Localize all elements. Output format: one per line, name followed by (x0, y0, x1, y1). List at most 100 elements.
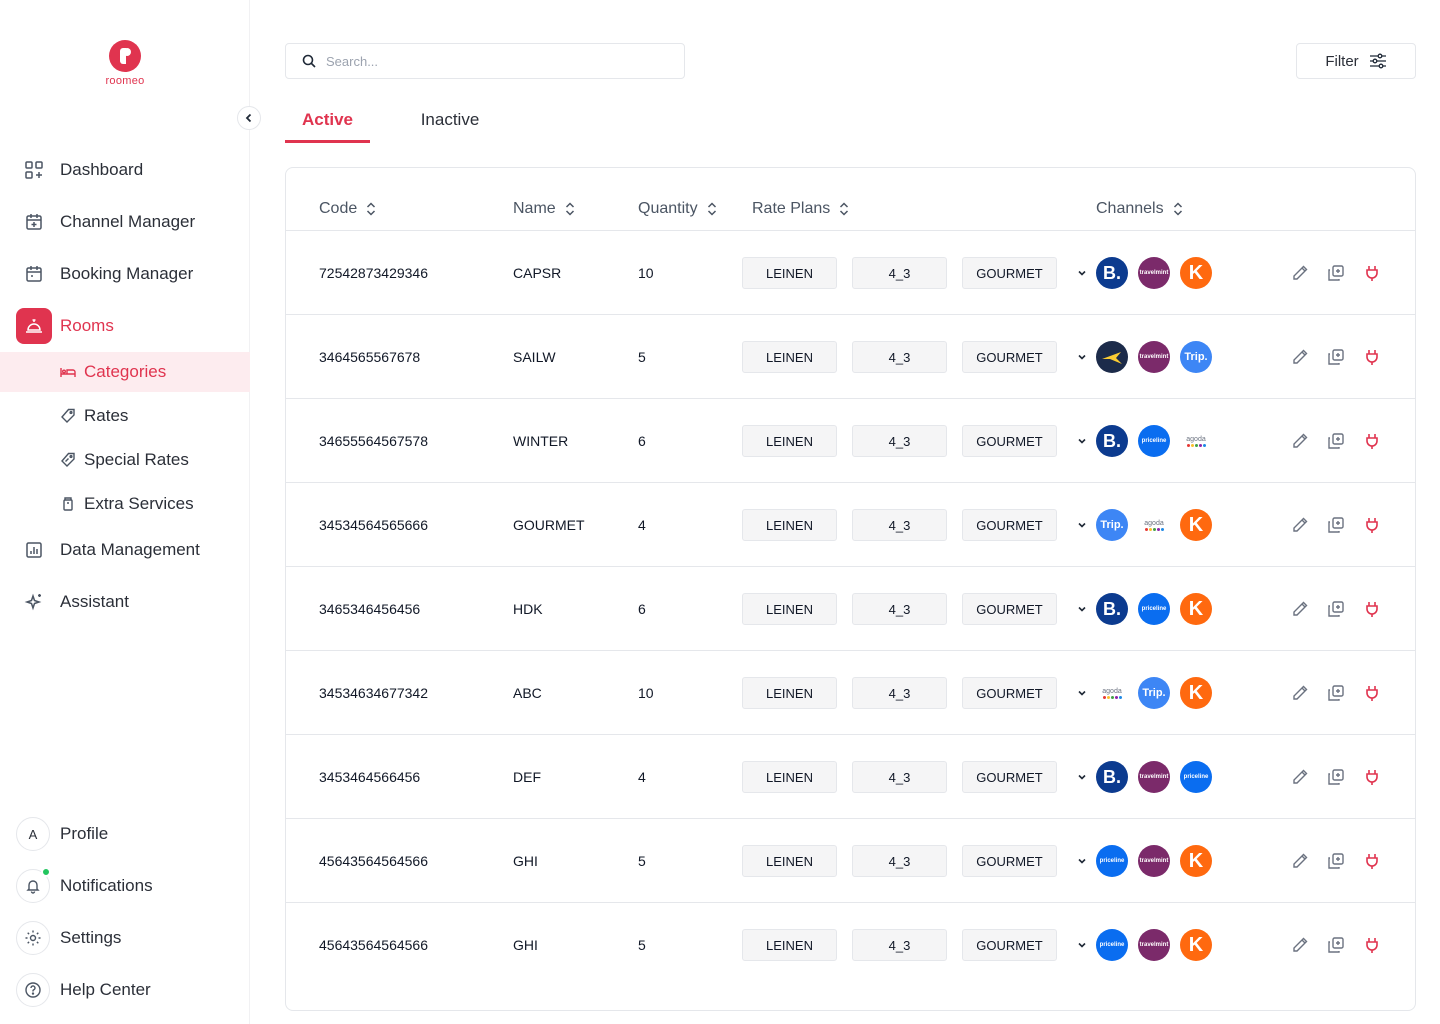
avatar: A (16, 817, 50, 851)
table-row[interactable]: 34655564567578 WINTER 6 LEINEN 4_3 GOURMET B. p… (286, 399, 1415, 483)
pencil-edit-icon[interactable] (1290, 263, 1310, 283)
plug-icon[interactable] (1362, 599, 1382, 619)
pencil-edit-icon[interactable] (1290, 683, 1310, 703)
search-bar (285, 43, 685, 79)
duplicate-icon[interactable] (1326, 431, 1346, 451)
expand-chevron-down-icon[interactable] (1075, 602, 1089, 616)
header-quantity[interactable]: Quantity (638, 200, 718, 218)
plug-icon[interactable] (1362, 431, 1382, 451)
pencil-edit-icon[interactable] (1290, 851, 1310, 871)
rate-plan-chip[interactable]: GOURMET (962, 257, 1057, 289)
rate-plan-chip[interactable]: 4_3 (852, 509, 947, 541)
header-channels[interactable]: Channels (1096, 200, 1184, 218)
duplicate-icon[interactable] (1326, 767, 1346, 787)
expand-chevron-down-icon[interactable] (1075, 770, 1089, 784)
plug-icon[interactable] (1362, 851, 1382, 871)
table-row[interactable]: 34534634677342 ABC 10 LEINEN 4_3 GOURMET agoda… (286, 651, 1415, 735)
plug-icon[interactable] (1362, 767, 1382, 787)
rate-plan-chip[interactable]: LEINEN (742, 761, 837, 793)
rate-plan-chip[interactable]: GOURMET (962, 845, 1057, 877)
tab-inactive[interactable]: Inactive (420, 110, 480, 129)
rate-plan-chip[interactable]: GOURMET (962, 341, 1057, 373)
nav-booking-manager[interactable]: Booking Manager (16, 256, 193, 292)
duplicate-icon[interactable] (1326, 347, 1346, 367)
rate-plan-chip[interactable]: 4_3 (852, 257, 947, 289)
plug-icon[interactable] (1362, 263, 1382, 283)
header-name[interactable]: Name (513, 200, 576, 218)
nav-assistant[interactable]: Assistant (16, 584, 129, 620)
rate-plan-chip[interactable]: GOURMET (962, 929, 1057, 961)
header-rate-plans[interactable]: Rate Plans (752, 200, 850, 218)
pencil-edit-icon[interactable] (1290, 767, 1310, 787)
duplicate-icon[interactable] (1326, 599, 1346, 619)
rate-plan-chip[interactable]: LEINEN (742, 677, 837, 709)
rate-plan-chip[interactable]: GOURMET (962, 509, 1057, 541)
rate-plan-chip[interactable]: GOURMET (962, 593, 1057, 625)
profile-item[interactable]: A Profile (16, 816, 108, 852)
sub-item-extra-services[interactable]: Extra Services (0, 484, 250, 524)
table-row[interactable]: 34534564565666 GOURMET 4 LEINEN 4_3 GOURMET Tr… (286, 483, 1415, 567)
logo[interactable]: roomeo (0, 40, 250, 87)
rate-plan-chip[interactable]: 4_3 (852, 845, 947, 877)
expand-chevron-down-icon[interactable] (1075, 518, 1089, 532)
rate-plan-chip[interactable]: LEINEN (742, 257, 837, 289)
header-code[interactable]: Code (319, 200, 377, 218)
rate-plan-chip[interactable]: GOURMET (962, 761, 1057, 793)
rate-plan-chip[interactable]: LEINEN (742, 845, 837, 877)
rate-plan-chip[interactable]: LEINEN (742, 929, 837, 961)
help-center-item[interactable]: Help Center (16, 972, 151, 1008)
search-input[interactable] (326, 53, 656, 69)
tab-active[interactable]: Active (285, 110, 370, 143)
logo-mark-icon (109, 40, 141, 72)
sub-item-categories[interactable]: Categories (0, 352, 250, 392)
table-row[interactable]: 3453464566456 DEF 4 LEINEN 4_3 GOURMET B. trave… (286, 735, 1415, 819)
rate-plan-chip[interactable]: LEINEN (742, 509, 837, 541)
rate-plan-chip[interactable]: 4_3 (852, 761, 947, 793)
duplicate-icon[interactable] (1326, 935, 1346, 955)
sub-item-special-rates[interactable]: Special Rates (0, 440, 250, 480)
rate-plan-chip[interactable]: LEINEN (742, 341, 837, 373)
nav-rooms[interactable]: Rooms (16, 308, 114, 344)
duplicate-icon[interactable] (1326, 515, 1346, 535)
nav-channel-manager[interactable]: Channel Manager (16, 204, 195, 240)
rate-plan-chip[interactable]: 4_3 (852, 593, 947, 625)
notifications-item[interactable]: Notifications (16, 867, 153, 904)
plug-icon[interactable] (1362, 347, 1382, 367)
duplicate-icon[interactable] (1326, 851, 1346, 871)
rate-plan-chip[interactable]: LEINEN (742, 425, 837, 457)
expand-chevron-down-icon[interactable] (1075, 266, 1089, 280)
table-row[interactable]: 72542873429346 CAPSR 10 LEINEN 4_3 GOURMET B. t… (286, 231, 1415, 315)
rate-plan-chip[interactable]: 4_3 (852, 929, 947, 961)
rate-plan-chip[interactable]: GOURMET (962, 425, 1057, 457)
expand-chevron-down-icon[interactable] (1075, 686, 1089, 700)
rate-plan-chip[interactable]: 4_3 (852, 677, 947, 709)
settings-item[interactable]: Settings (16, 920, 121, 956)
nav-dashboard[interactable]: Dashboard (16, 152, 143, 188)
table-row[interactable]: 3464565567678 SAILW 5 LEINEN 4_3 GOURMET trave… (286, 315, 1415, 399)
table-row[interactable]: 45643564564566 GHI 5 LEINEN 4_3 GOURMET pricel… (286, 819, 1415, 903)
rate-plan-chip[interactable]: GOURMET (962, 677, 1057, 709)
rate-plan-chip[interactable]: 4_3 (852, 425, 947, 457)
rate-plan-chip[interactable]: LEINEN (742, 593, 837, 625)
duplicate-icon[interactable] (1326, 683, 1346, 703)
duplicate-icon[interactable] (1326, 263, 1346, 283)
expand-chevron-down-icon[interactable] (1075, 854, 1089, 868)
plug-icon[interactable] (1362, 515, 1382, 535)
collapse-sidebar-button[interactable] (237, 106, 261, 130)
pencil-edit-icon[interactable] (1290, 347, 1310, 367)
plug-icon[interactable] (1362, 935, 1382, 955)
filter-button[interactable]: Filter (1296, 43, 1416, 79)
table-row[interactable]: 3465346456456 HDK 6 LEINEN 4_3 GOURMET B. price… (286, 567, 1415, 651)
pencil-edit-icon[interactable] (1290, 599, 1310, 619)
plug-icon[interactable] (1362, 683, 1382, 703)
sub-item-rates[interactable]: Rates (0, 396, 250, 436)
nav-data-management[interactable]: Data Management (16, 532, 200, 568)
table-row[interactable]: 45643564564566 GHI 5 LEINEN 4_3 GOURMET pricel… (286, 903, 1415, 987)
pencil-edit-icon[interactable] (1290, 935, 1310, 955)
expand-chevron-down-icon[interactable] (1075, 434, 1089, 448)
pencil-edit-icon[interactable] (1290, 515, 1310, 535)
rate-plan-chip[interactable]: 4_3 (852, 341, 947, 373)
expand-chevron-down-icon[interactable] (1075, 350, 1089, 364)
expand-chevron-down-icon[interactable] (1075, 938, 1089, 952)
pencil-edit-icon[interactable] (1290, 431, 1310, 451)
